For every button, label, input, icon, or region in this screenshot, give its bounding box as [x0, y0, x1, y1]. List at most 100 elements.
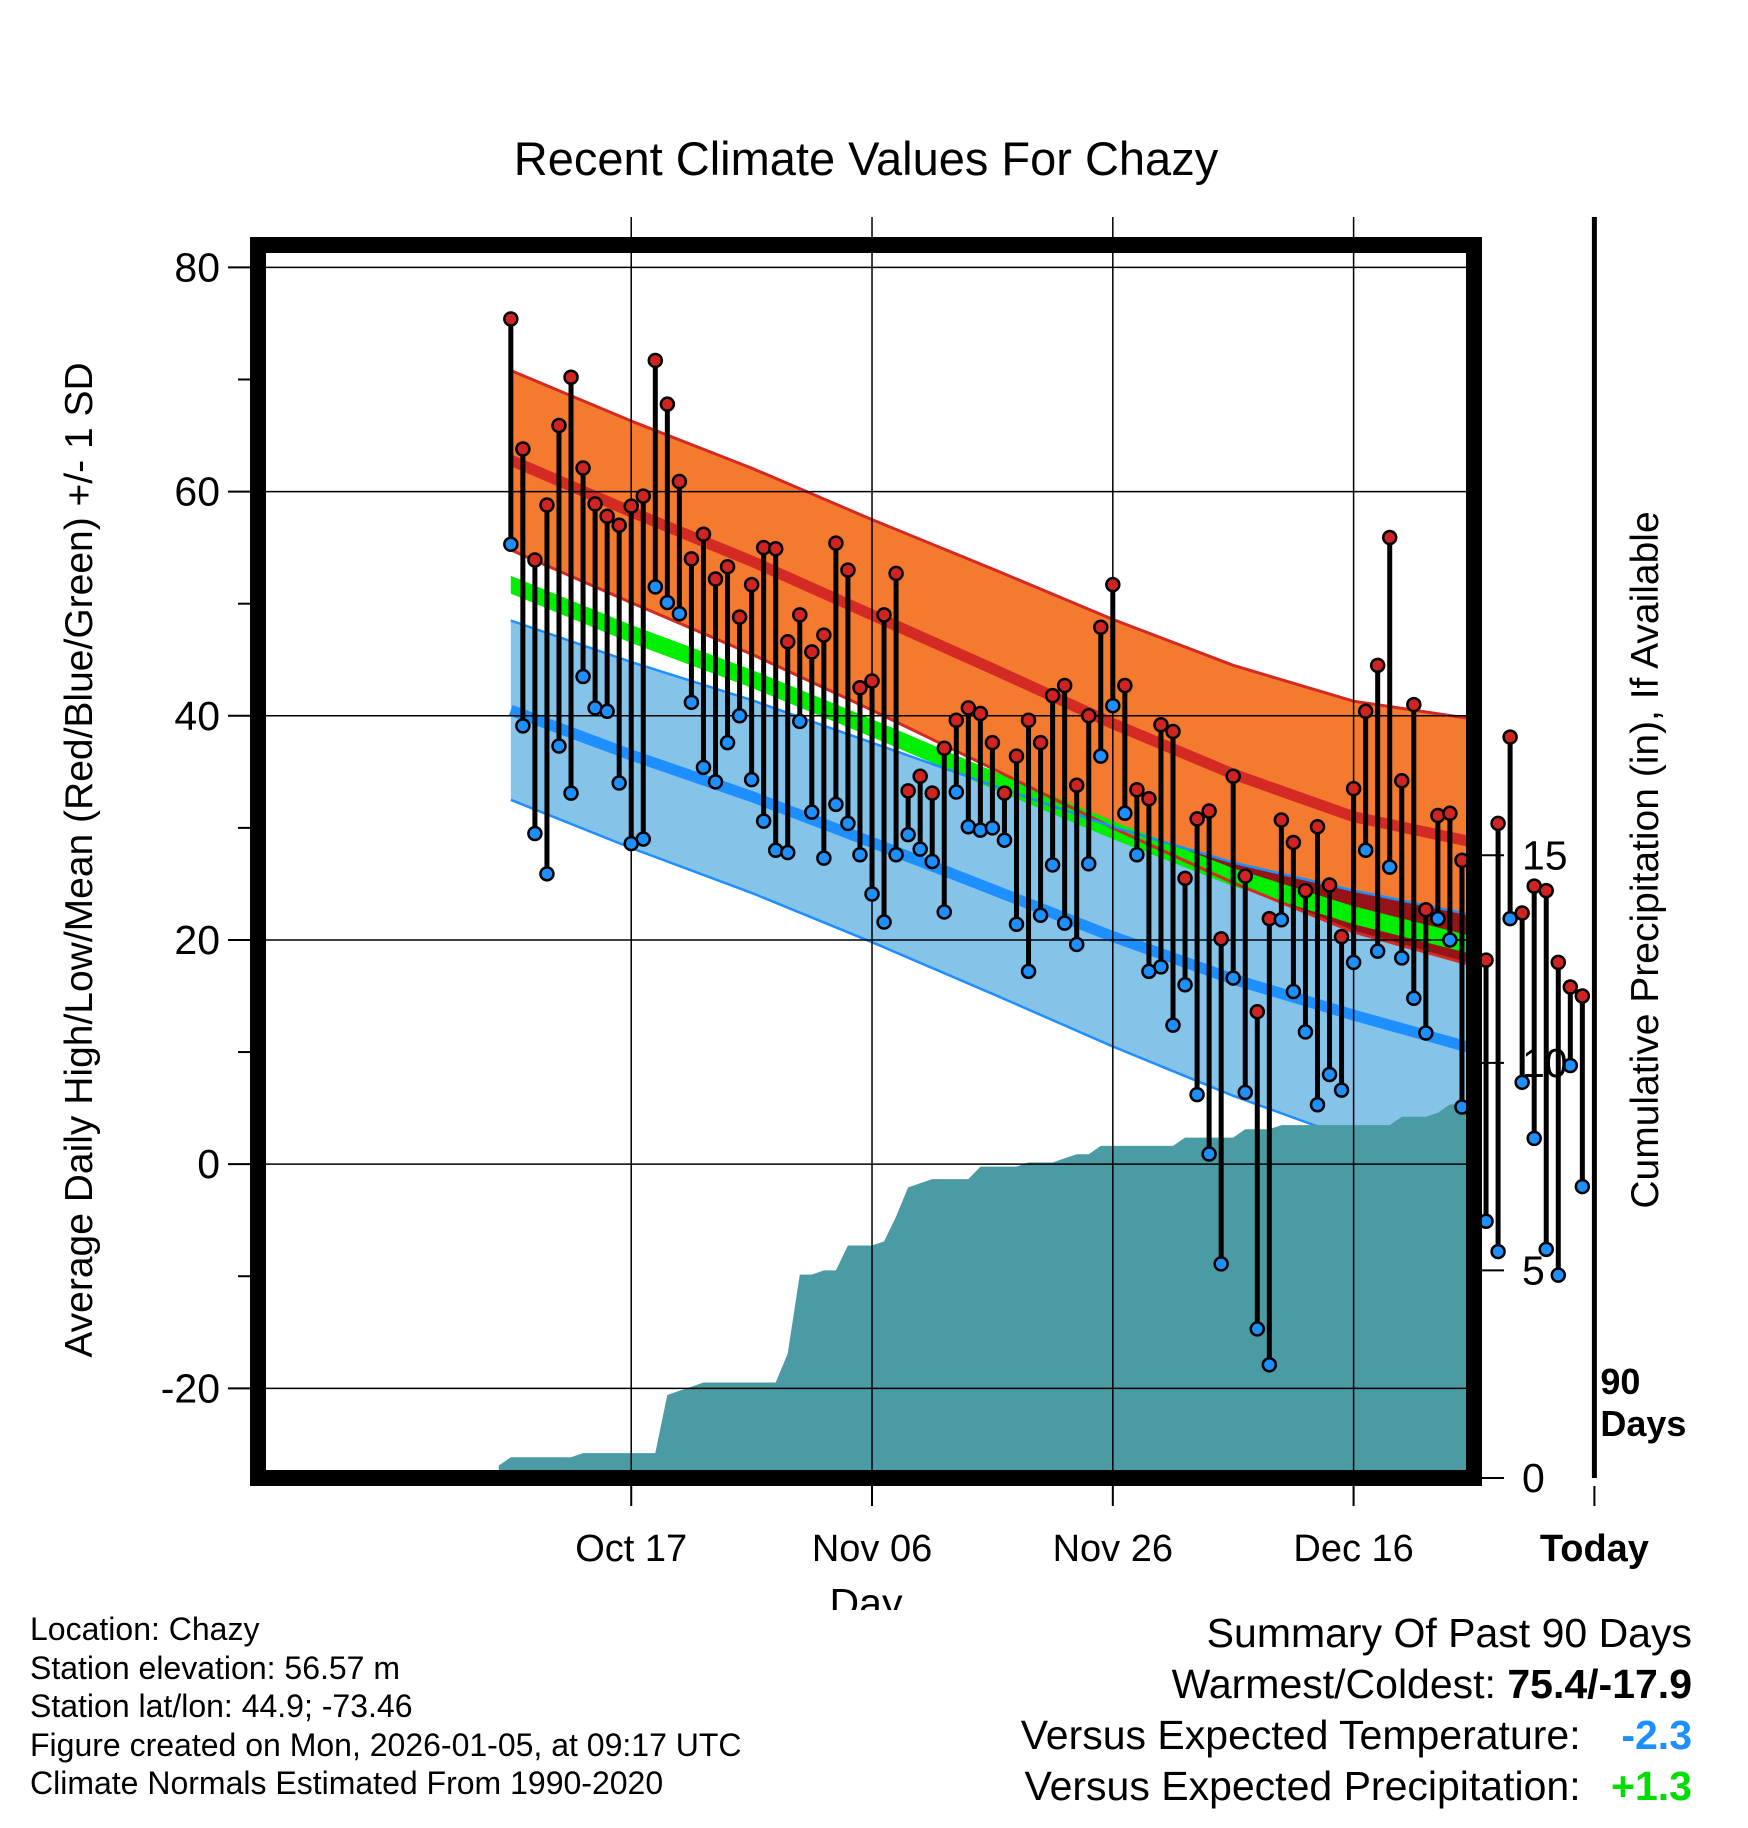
daily-high-point	[671, 473, 688, 490]
daily-high-point	[1068, 777, 1085, 794]
daily-high-point	[779, 634, 796, 650]
daily-low-point	[647, 579, 664, 595]
daily-low-point	[1321, 1066, 1338, 1083]
daily-low-point	[599, 703, 615, 720]
summary-panel: Summary Of Past 90 Days Warmest/Coldest:…	[1021, 1608, 1692, 1812]
daily-high-point	[876, 607, 892, 623]
plot-frame	[250, 237, 1482, 1486]
y-tick-label: 20	[174, 917, 220, 963]
daily-low-point	[1418, 1025, 1434, 1041]
daily-low-point	[828, 796, 844, 813]
normals-note: Climate Normals Estimated From 1990-2020	[30, 1765, 664, 1801]
daily-high-point	[731, 609, 748, 625]
y-tick-label: 80	[174, 244, 220, 290]
daily-low-point	[1105, 697, 1121, 714]
daily-low-point	[1297, 1024, 1314, 1040]
y-tick-label: -20	[161, 1365, 220, 1411]
daily-high-point	[1309, 819, 1326, 835]
daily-high-point	[551, 417, 567, 434]
daily-low-point	[1285, 983, 1302, 1000]
x-axis-label: Day	[830, 1580, 903, 1610]
daily-high-point	[1165, 723, 1181, 740]
daily-low-point	[731, 708, 748, 724]
daily-low-point	[948, 784, 965, 800]
daily-low-point	[1213, 1256, 1229, 1272]
daily-low-point	[936, 904, 953, 920]
daily-high-point	[816, 627, 832, 643]
daily-low-point	[804, 804, 820, 820]
daily-low-point	[1406, 990, 1422, 1007]
y2-tick-label: 15	[1522, 832, 1568, 878]
daily-high-point	[1418, 901, 1434, 918]
y2-tick-label: 5	[1522, 1247, 1545, 1293]
x-tick-label: Nov 06	[812, 1528, 932, 1570]
daily-high-point	[1129, 782, 1145, 798]
daily-high-point	[767, 541, 784, 557]
daily-high-point	[1141, 790, 1157, 807]
daily-low-point	[1153, 959, 1169, 975]
daily-low-point	[1345, 954, 1362, 971]
daily-high-point	[1538, 882, 1554, 899]
daily-low-point	[1309, 1096, 1326, 1113]
daily-low-point	[1177, 977, 1193, 993]
y2-axis-label: Cumulative Precipitation (in), If Availa…	[1624, 511, 1667, 1208]
days-window-label: 90 Days	[1600, 1361, 1686, 1444]
daily-high-point	[1008, 748, 1025, 764]
daily-high-point	[707, 571, 724, 587]
daily-low-point	[888, 847, 904, 863]
daily-low-point	[984, 820, 1001, 836]
daily-high-point	[960, 700, 977, 716]
daily-high-point	[575, 460, 591, 476]
daily-high-point	[1032, 734, 1049, 751]
daily-low-point	[1249, 1321, 1266, 1337]
daily-low-point	[563, 785, 579, 801]
station-elevation: Station elevation: 56.57 m	[30, 1649, 401, 1686]
daily-low-point	[864, 886, 880, 902]
daily-low-point	[1550, 1267, 1567, 1283]
y2-tick-label: 10	[1522, 1040, 1568, 1086]
station-info: Location: Chazy Station elevation: 56.57…	[30, 1610, 742, 1803]
daily-low-point	[575, 668, 591, 685]
daily-high-point	[1550, 954, 1567, 971]
daily-high-point	[1177, 870, 1193, 887]
precip-vs-expected-value: +1.3	[1611, 1763, 1692, 1809]
daily-low-point	[1502, 910, 1518, 927]
daily-low-point	[792, 713, 808, 730]
daily-high-point	[659, 396, 676, 412]
daily-low-point	[1394, 950, 1410, 966]
daily-high-point	[912, 768, 928, 785]
daily-high-point	[864, 673, 880, 689]
daily-high-point	[635, 488, 652, 504]
daily-low-point	[816, 850, 832, 866]
daily-low-point	[1237, 1084, 1253, 1101]
daily-low-point	[1068, 936, 1085, 953]
daily-high-point	[900, 783, 916, 799]
daily-high-point	[948, 712, 965, 729]
daily-high-point	[1321, 877, 1338, 893]
chart-title: Recent Climate Values For Chazy	[514, 132, 1219, 185]
temp-vs-expected-value: -2.3	[1621, 1712, 1692, 1758]
daily-high-point	[1225, 768, 1241, 785]
daily-high-point	[792, 607, 808, 623]
temp-vs-expected-label: Versus Expected Temperature:	[1020, 1712, 1581, 1758]
daily-low-point	[972, 822, 989, 838]
daily-high-point	[1056, 677, 1073, 694]
daily-high-point	[647, 352, 664, 369]
daily-high-point	[527, 552, 543, 568]
daily-high-point	[924, 785, 940, 801]
daily-low-point	[683, 694, 700, 711]
daily-low-point	[1044, 857, 1061, 873]
daily-high-point	[936, 740, 953, 757]
daily-low-point	[1093, 748, 1109, 764]
daily-low-point	[1526, 1130, 1542, 1147]
daily-high-point	[1357, 703, 1374, 720]
daily-high-point	[1249, 1003, 1266, 1020]
daily-high-point	[1333, 928, 1350, 945]
daily-low-point	[1165, 1017, 1181, 1033]
precipitation-area	[498, 1075, 1474, 1478]
x-tick-label: Nov 26	[1053, 1528, 1173, 1570]
warmest-coldest-label: Warmest/Coldest:	[1171, 1661, 1496, 1707]
days-window-label-line: Days	[1600, 1403, 1686, 1444]
y-tick-label: 60	[174, 469, 220, 515]
daily-low-point	[1562, 1057, 1579, 1074]
